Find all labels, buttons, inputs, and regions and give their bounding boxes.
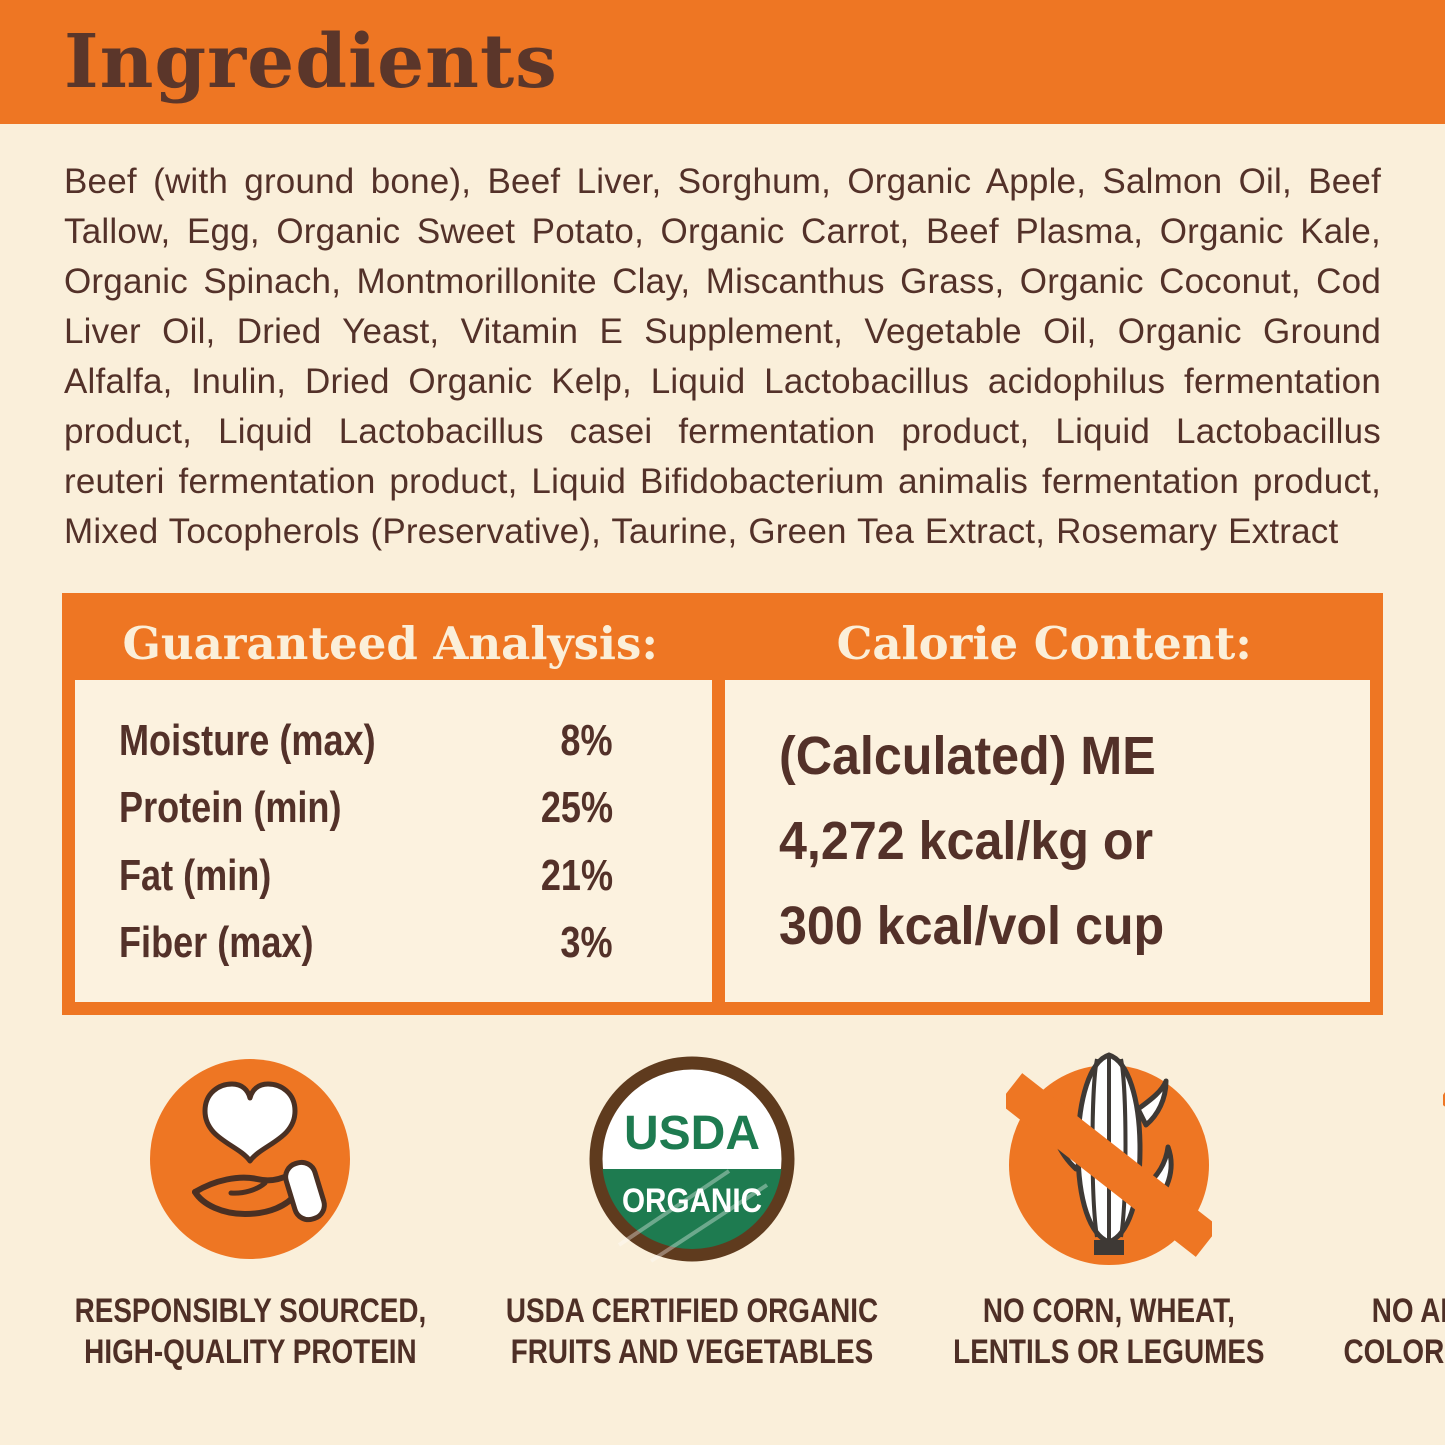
calorie-content-title: Calorie Content: [836,616,1252,670]
badge-caption-line: NO CORN, WHEAT, [982,1292,1235,1330]
calorie-content-box: (Calculated) ME 4,272 kcal/kg or 300 kca… [724,680,1370,1002]
analysis-calorie-panel: Guaranteed Analysis: Calorie Content: Mo… [62,593,1383,1015]
ingredients-header-band: Ingredients [0,0,1445,124]
guaranteed-analysis-title: Guaranteed Analysis: [122,616,658,670]
panel-headers-row: Guaranteed Analysis: Calorie Content: [75,606,1370,680]
panel-body-row: Moisture (max) 8% Protein (min) 25% Fat … [75,680,1370,1002]
badge-responsibly-sourced: RESPONSIBLY SOURCED, HIGH-QUALITY PROTEI… [36,1049,465,1373]
table-row-moisture: Moisture (max) 8% [119,716,672,766]
row-value: 8% [560,716,613,765]
badge-caption: NO ARTIFICIAL FLAVORS, COLORS OR PRESERV… [1343,1291,1445,1373]
badge-caption-line: FRUITS AND VEGETABLES [510,1333,874,1371]
feature-badges-row: RESPONSIBLY SOURCED, HIGH-QUALITY PROTEI… [36,1049,1445,1373]
row-label: Fat (min) [119,850,272,900]
usda-seal-bottom-text: ORGANIC [622,1182,762,1220]
usda-seal-top-text: USDA [624,1107,760,1160]
usda-organic-seal-icon: USDA ORGANIC [589,1049,795,1265]
badge-caption: USDA CERTIFIED ORGANIC FRUITS AND VEGETA… [506,1291,878,1373]
badge-caption-line: RESPONSIBLY SOURCED, [74,1292,427,1330]
page-title: Ingredients [64,19,558,105]
badge-caption-line: LENTILS OR LEGUMES [953,1333,1265,1371]
row-value: 21% [540,850,613,900]
badge-caption-line: NO ARTIFICIAL FLAVORS, [1371,1292,1445,1330]
badge-caption-line: USDA CERTIFIED ORGANIC [505,1292,879,1330]
calorie-line: (Calculated) ME [778,725,1156,786]
badge-caption-line: HIGH-QUALITY PROTEIN [84,1333,417,1371]
row-value: 25% [540,783,613,833]
table-row-fat: Fat (min) 21% [119,851,672,901]
calorie-line: 4,272 kcal/kg or [778,810,1153,871]
badge-no-corn: NO CORN, WHEAT, LENTILS OR LEGUMES [919,1049,1299,1373]
row-label: Moisture (max) [119,716,376,765]
badge-usda-organic: USDA ORGANIC USDA CERTIFIED ORGANIC FRUI… [465,1049,919,1373]
ingredients-list-text: Beef (with ground bone), Beef Liver, Sor… [64,162,1381,551]
row-label: Protein (min) [119,783,342,833]
badge-caption: NO CORN, WHEAT, LENTILS OR LEGUMES [953,1291,1264,1373]
row-value: 3% [560,917,613,967]
table-row-protein: Protein (min) 25% [119,783,672,833]
calorie-line: 300 kcal/vol cup [778,895,1164,956]
guaranteed-analysis-table: Moisture (max) 8% Protein (min) 25% Fat … [75,680,712,1002]
no-corn-icon [1005,1049,1212,1265]
heart-in-hand-icon [147,1049,353,1265]
badge-no-artificial: NO ARTIFICIAL FLAVORS, COLORS OR PRESERV… [1299,1049,1445,1373]
badge-caption: RESPONSIBLY SOURCED, HIGH-QUALITY PROTEI… [75,1291,427,1373]
table-row-fiber: Fiber (max) 3% [119,918,672,968]
badge-caption-line: COLORS OR PRESERVATIVES [1343,1333,1445,1371]
row-label: Fiber (max) [119,917,314,967]
